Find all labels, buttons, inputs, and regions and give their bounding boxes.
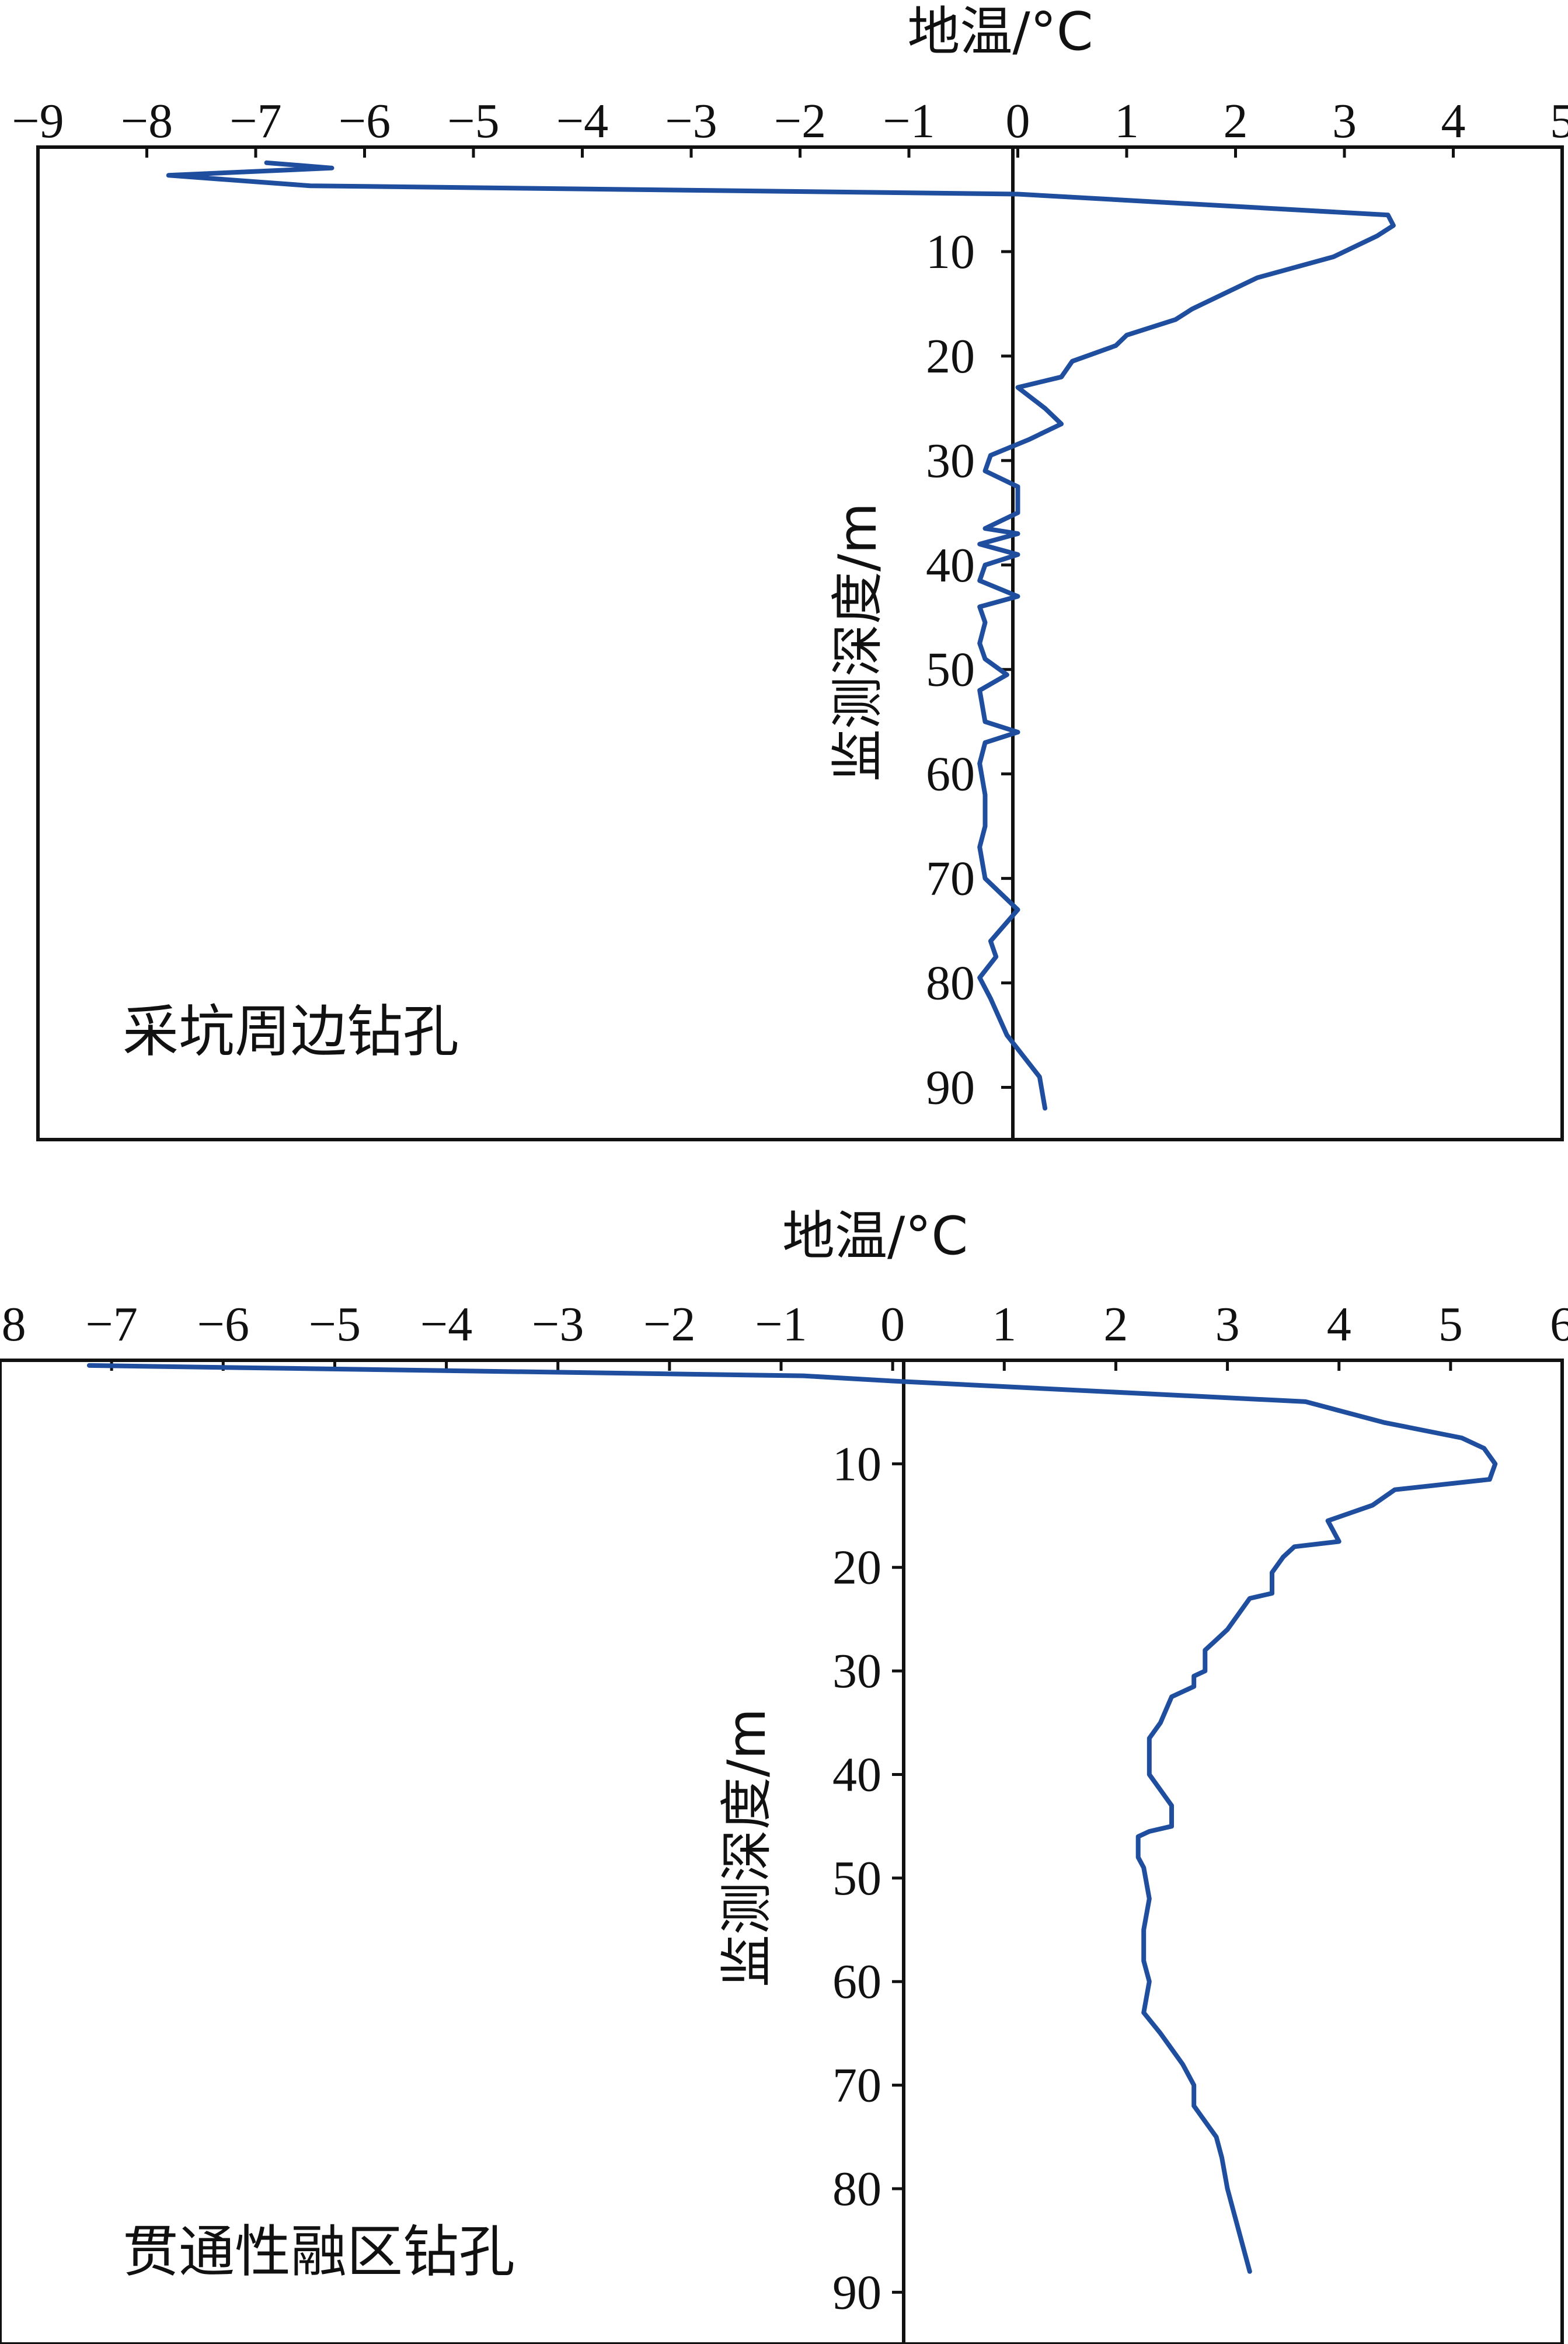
plot-frame — [0, 1359, 1564, 2344]
y-tick-label: 10 — [926, 225, 975, 279]
x-tick-label: 5 — [1438, 1297, 1463, 1352]
borehole-label: 采坑周边钻孔 — [123, 999, 459, 1064]
x-tick-label: 1 — [1114, 94, 1139, 148]
x-tick-label: 3 — [1332, 94, 1357, 148]
x-tick-label: −6 — [197, 1297, 249, 1352]
x-tick-label: −2 — [774, 94, 826, 148]
y-tick-label: 40 — [832, 1747, 881, 1802]
y-tick-label: 90 — [926, 1061, 975, 1115]
y-tick-label: 70 — [926, 852, 975, 906]
y-tick-label: 80 — [832, 2162, 881, 2216]
x-tick-label: −4 — [556, 94, 608, 148]
y-tick-label: 50 — [926, 643, 975, 697]
y-tick-label: 40 — [926, 538, 975, 593]
y-tick-label: 60 — [926, 747, 975, 802]
x-tick-label: 2 — [1103, 1297, 1128, 1352]
y-tick-label: 30 — [832, 1644, 881, 1698]
x-tick-label: 1 — [992, 1297, 1016, 1352]
y-tick-label: 90 — [832, 2265, 881, 2319]
x-tick-label: 3 — [1215, 1297, 1240, 1352]
x-tick-label: −2 — [643, 1297, 695, 1352]
x-tick-label: −4 — [420, 1297, 472, 1352]
x-tick-label: 0 — [1006, 94, 1030, 148]
y-tick-label: 30 — [926, 434, 975, 488]
x-tick-label: −1 — [883, 94, 935, 148]
x-axis-title: 地温/°C — [907, 1, 1093, 62]
y-tick-label: 50 — [832, 1851, 881, 1906]
x-tick-label: 2 — [1224, 94, 1248, 148]
x-tick-label: 4 — [1327, 1297, 1351, 1352]
x-tick-label: −7 — [85, 1297, 137, 1352]
x-tick-label: 0 — [880, 1297, 905, 1352]
chart-through-talik-borehole: −8 −7 −6 −5 −4 −3 −2 −1 0 1 2 3 4 5 6 10 20 30 40 50 60 70 80 9… — [0, 1206, 1568, 2344]
x-tick-label: 4 — [1441, 94, 1466, 148]
chart-mine-pit-borehole: −9 −8 −7 −6 −5 −4 −3 −2 −1 0 1 2 3 4 5 10 20 30 40 50 60 70 80… — [12, 1, 1568, 1141]
y-axis-title: 监测深度/m — [716, 1708, 778, 1987]
borehole-label: 贯通性融区钻孔 — [123, 2219, 515, 2284]
x-tick-label: −8 — [0, 1297, 26, 1352]
x-tick-label: −8 — [121, 94, 173, 148]
x-tick-label: −5 — [309, 1297, 361, 1352]
temperature-profile-line — [86, 1363, 1498, 2274]
x-tick-label: −5 — [447, 94, 499, 148]
y-axis-title: 监测深度/m — [827, 503, 888, 782]
x-tick-label: −1 — [755, 1297, 807, 1352]
x-axis-title: 地温/°C — [782, 1206, 968, 1267]
plot-frame — [36, 145, 1564, 1141]
x-tick-label: −7 — [229, 94, 281, 148]
y-tick-label: 20 — [832, 1541, 881, 1595]
y-tick-label: 70 — [832, 2059, 881, 2113]
y-tick-label: 20 — [926, 329, 975, 384]
x-tick-label: −3 — [532, 1297, 584, 1352]
temperature-profile-line — [166, 160, 1396, 1111]
y-tick-label: 60 — [832, 1955, 881, 2009]
x-tick-label: −9 — [12, 94, 64, 148]
y-tick-label: 80 — [926, 956, 975, 1011]
x-tick-label: 6 — [1550, 1297, 1568, 1352]
x-tick-label: −3 — [665, 94, 717, 148]
x-tick-label: −6 — [339, 94, 391, 148]
x-tick-label: 5 — [1550, 94, 1568, 148]
y-tick-label: 10 — [832, 1437, 881, 1491]
